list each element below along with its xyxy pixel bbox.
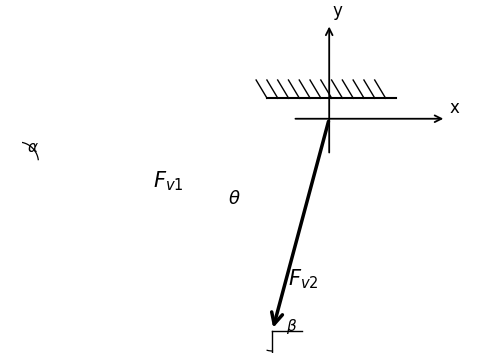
Text: x: x	[450, 98, 460, 116]
Text: $\mathbf{\mathit{F}}_{v1}$: $\mathbf{\mathit{F}}_{v1}$	[153, 169, 184, 193]
Text: $\beta$: $\beta$	[285, 318, 297, 336]
Text: $\mathbf{\mathit{F}}_{v2}$: $\mathbf{\mathit{F}}_{v2}$	[288, 268, 319, 291]
Text: $\theta$: $\theta$	[228, 190, 241, 208]
Text: y: y	[333, 2, 343, 20]
Text: $\alpha$: $\alpha$	[27, 140, 39, 155]
